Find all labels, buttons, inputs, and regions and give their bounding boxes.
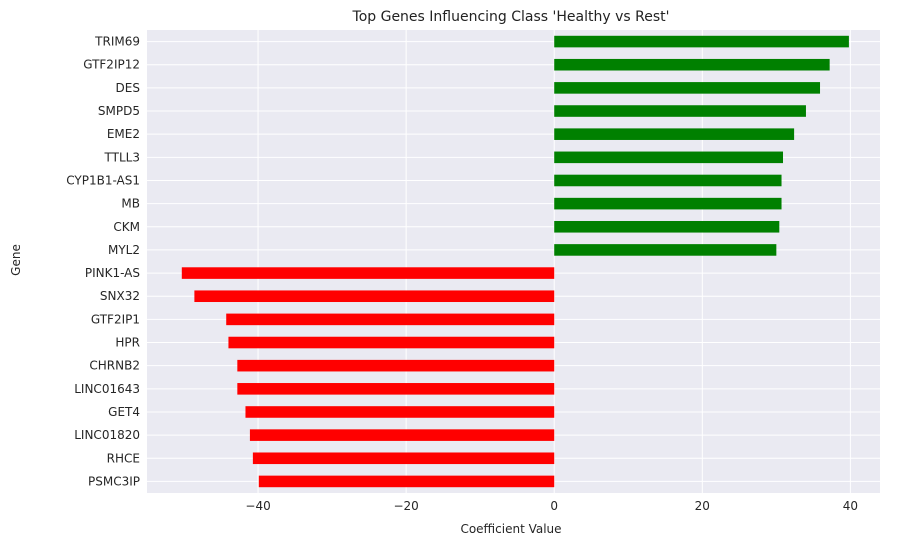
- y-tick-label: GET4: [108, 405, 140, 419]
- x-tick-labels: −40 −20 0 20 40: [245, 499, 858, 513]
- y-tick-label: MB: [121, 197, 140, 211]
- y-tick-label: EME2: [107, 127, 140, 141]
- y-tick-label: LINC01820: [74, 428, 140, 442]
- y-tick-label: RHCE: [107, 451, 140, 465]
- y-tick-label: CYP1B1-AS1: [66, 173, 140, 187]
- bar-pink1-as: [181, 267, 555, 279]
- bar-smpd5: [554, 105, 806, 117]
- x-tick-label: −40: [245, 499, 270, 513]
- y-tick-label: SMPD5: [98, 104, 140, 118]
- bar-get4: [245, 406, 555, 418]
- bar-linc01820: [249, 429, 555, 441]
- y-tick-label: PINK1-AS: [85, 266, 140, 280]
- bar-hpr: [228, 336, 555, 349]
- bar-eme2: [554, 128, 795, 140]
- bar-gtf2ip12: [554, 58, 830, 71]
- bar-des: [554, 82, 821, 94]
- y-tick-label: MYL2: [108, 243, 140, 257]
- y-tick-label: TTLL3: [104, 150, 140, 164]
- y-tick-labels: TRIM69 GTF2IP12 DES SMPD5 EME2 TTLL3 CYP1B1-AS…: [66, 35, 140, 489]
- bar-snx32: [194, 290, 555, 303]
- bar-rhce: [252, 452, 555, 465]
- bar-linc01643: [237, 383, 555, 395]
- y-tick-label: CKM: [113, 220, 140, 234]
- x-tick-label: 40: [843, 499, 858, 513]
- bar-trim69: [554, 35, 849, 48]
- chart-title: Top Genes Influencing Class 'Healthy vs …: [352, 9, 670, 25]
- x-tick-label: 0: [550, 499, 558, 513]
- bar-cyp1b1-as1: [554, 174, 782, 187]
- plot-area: [147, 30, 880, 493]
- y-tick-label: DES: [116, 81, 140, 95]
- bar-mb: [554, 197, 782, 210]
- bar-ttll3: [554, 151, 784, 164]
- bar-ckm: [554, 220, 780, 233]
- y-axis-label: Gene: [9, 244, 23, 276]
- y-tick-label: TRIM69: [94, 35, 140, 49]
- y-tick-label: GTF2IP12: [83, 58, 140, 72]
- bar-chrnb2: [237, 359, 555, 372]
- y-tick-label: LINC01643: [74, 382, 140, 396]
- bar-myl2: [554, 244, 777, 256]
- y-tick-label: CHRNB2: [89, 359, 140, 373]
- bar-psmc3ip: [258, 475, 555, 488]
- bars: [181, 35, 849, 488]
- bar-gtf2ip1: [226, 313, 555, 326]
- x-tick-label: 20: [695, 499, 710, 513]
- x-tick-label: −20: [393, 499, 418, 513]
- y-tick-label: GTF2IP1: [91, 312, 140, 326]
- y-tick-label: SNX32: [100, 289, 140, 303]
- y-tick-label: HPR: [115, 336, 140, 350]
- x-axis-label: Coefficient Value: [460, 522, 561, 536]
- y-tick-label: PSMC3IP: [88, 474, 140, 488]
